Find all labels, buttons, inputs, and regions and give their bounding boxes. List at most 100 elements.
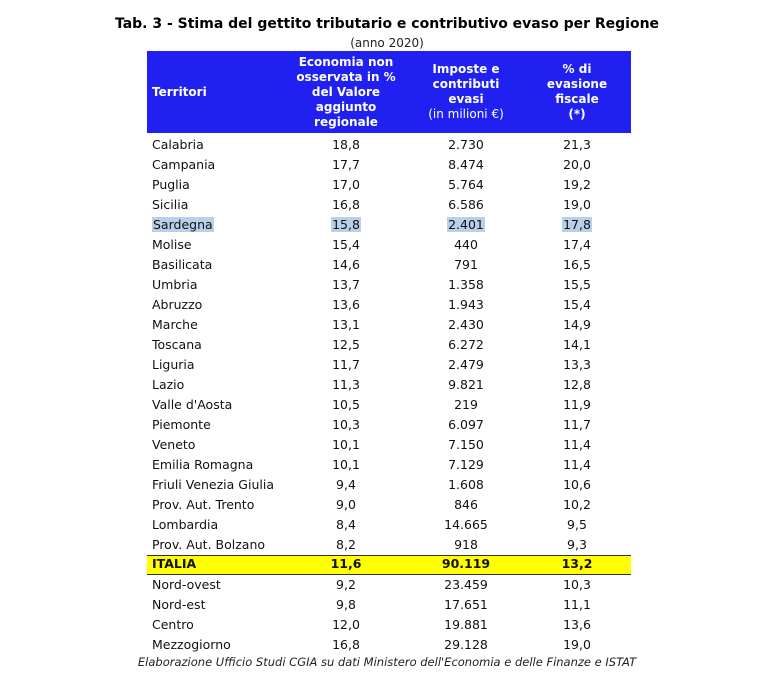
cell: 14,1 — [527, 335, 627, 355]
cell-text: Sicilia — [152, 197, 189, 212]
cell-text: 10,2 — [563, 497, 591, 512]
cell-text: 846 — [454, 497, 478, 512]
cell: 17,8 — [527, 215, 627, 235]
cell: 14,9 — [527, 315, 627, 335]
row-label: Nord-est — [152, 595, 205, 615]
cell: 8,2 — [296, 535, 396, 555]
cell: 219 — [416, 395, 516, 415]
cell-text: 9.821 — [448, 377, 484, 392]
cell-text: Lombardia — [152, 517, 219, 532]
cell-text: Veneto — [152, 437, 196, 452]
cell-text: 15,5 — [563, 277, 591, 292]
cell-text: 2.430 — [448, 317, 484, 332]
cell-text: 14,6 — [332, 257, 360, 272]
row-label: Lazio — [152, 375, 184, 395]
cell-text: Toscana — [152, 337, 202, 352]
cell: 15,8 — [296, 215, 396, 235]
cell-text: Nord-est — [152, 597, 206, 612]
cell: 17,4 — [527, 235, 627, 255]
cell-text: Mezzogiorno — [152, 637, 231, 652]
row-label: Mezzogiorno — [152, 635, 231, 655]
row-label: Prov. Aut. Bolzano — [152, 535, 265, 555]
row-label: Campania — [152, 155, 215, 175]
cell-text: 11,4 — [563, 437, 591, 452]
row-label: Umbria — [152, 275, 198, 295]
cell: 13,6 — [296, 295, 396, 315]
cell: 10,3 — [296, 415, 396, 435]
cell-text: 2.479 — [448, 357, 484, 372]
cell-text: Calabria — [152, 137, 204, 152]
cell: 11,4 — [527, 455, 627, 475]
cell: 17,7 — [296, 155, 396, 175]
cell-text: 12,0 — [332, 617, 360, 632]
cell-text: 12,5 — [332, 337, 360, 352]
cell: 10,1 — [296, 435, 396, 455]
cell-text: 1.943 — [448, 297, 484, 312]
cell: 11,1 — [527, 595, 627, 615]
cell-text: 16,5 — [563, 257, 591, 272]
cell: 12,5 — [296, 335, 396, 355]
cell-text: 90.119 — [441, 556, 491, 571]
cell: 19,0 — [527, 195, 627, 215]
cell: 15,4 — [527, 295, 627, 315]
cell: 15,5 — [527, 275, 627, 295]
cell-text: 791 — [454, 257, 478, 272]
cell: 13,3 — [527, 355, 627, 375]
row-label: Nord-ovest — [152, 575, 221, 595]
row-label: Sicilia — [152, 195, 188, 215]
cell-text: Piemonte — [152, 417, 211, 432]
cell-text: 19,0 — [563, 197, 591, 212]
cell: 16,8 — [296, 635, 396, 655]
row-label: Sardegna — [152, 215, 214, 235]
cell-text: 13,6 — [563, 617, 591, 632]
cell: 10,5 — [296, 395, 396, 415]
cell-text: 10,6 — [563, 477, 591, 492]
cell-text: 9,2 — [336, 577, 356, 592]
cell: 10,1 — [296, 455, 396, 475]
cell-text: Umbria — [152, 277, 198, 292]
cell-text: 1.358 — [448, 277, 484, 292]
cell-text: Emilia Romagna — [152, 457, 254, 472]
cell: 9,3 — [527, 535, 627, 555]
row-label: Liguria — [152, 355, 195, 375]
cell-text: 11,4 — [563, 457, 591, 472]
cell: 14.665 — [416, 515, 516, 535]
cell-text: 2.730 — [448, 137, 484, 152]
cell: 16,8 — [296, 195, 396, 215]
row-label: Toscana — [152, 335, 202, 355]
cell-text: 29.128 — [444, 637, 488, 652]
cell: 12,0 — [296, 615, 396, 635]
row-label: Lombardia — [152, 515, 218, 535]
total-row-background — [147, 555, 631, 575]
cell: 8,4 — [296, 515, 396, 535]
subtitle: (anno 2020) — [350, 36, 424, 50]
cell-text: 219 — [454, 397, 478, 412]
header-note: (in milioni €) — [428, 107, 504, 121]
cell-text: 6.097 — [448, 417, 484, 432]
cell-text: 14,9 — [563, 317, 591, 332]
cell: 5.764 — [416, 175, 516, 195]
cell-text: 10,1 — [332, 437, 360, 452]
cell-text: 9,0 — [336, 497, 356, 512]
cell-text: 21,3 — [563, 137, 591, 152]
cell-text: Prov. Aut. Trento — [152, 497, 255, 512]
row-label: Friuli Venezia Giulia — [152, 475, 274, 495]
cell: 11,6 — [296, 554, 396, 574]
cell-text: Nord-ovest — [152, 577, 221, 592]
cell-text: Marche — [152, 317, 198, 332]
cell-text: Lazio — [152, 377, 185, 392]
row-label: Prov. Aut. Trento — [152, 495, 254, 515]
cell-text: 17,7 — [332, 157, 360, 172]
cell-text: 18,8 — [332, 137, 360, 152]
cell-text: 5.764 — [448, 177, 484, 192]
cell-text: 13,2 — [561, 556, 593, 571]
cell-text: 10,1 — [332, 457, 360, 472]
cell-text: 13,1 — [332, 317, 360, 332]
header-cell: Imposte e contributi evasi (in milioni €) — [421, 51, 511, 133]
cell: 2.730 — [416, 135, 516, 155]
title: Tab. 3 - Stima del gettito tributario e … — [114, 16, 660, 32]
row-label: Marche — [152, 315, 198, 335]
cell-text: 11,6 — [330, 556, 362, 571]
cell-text: 15,8 — [331, 217, 361, 232]
cell-text: Abruzzo — [152, 297, 203, 312]
